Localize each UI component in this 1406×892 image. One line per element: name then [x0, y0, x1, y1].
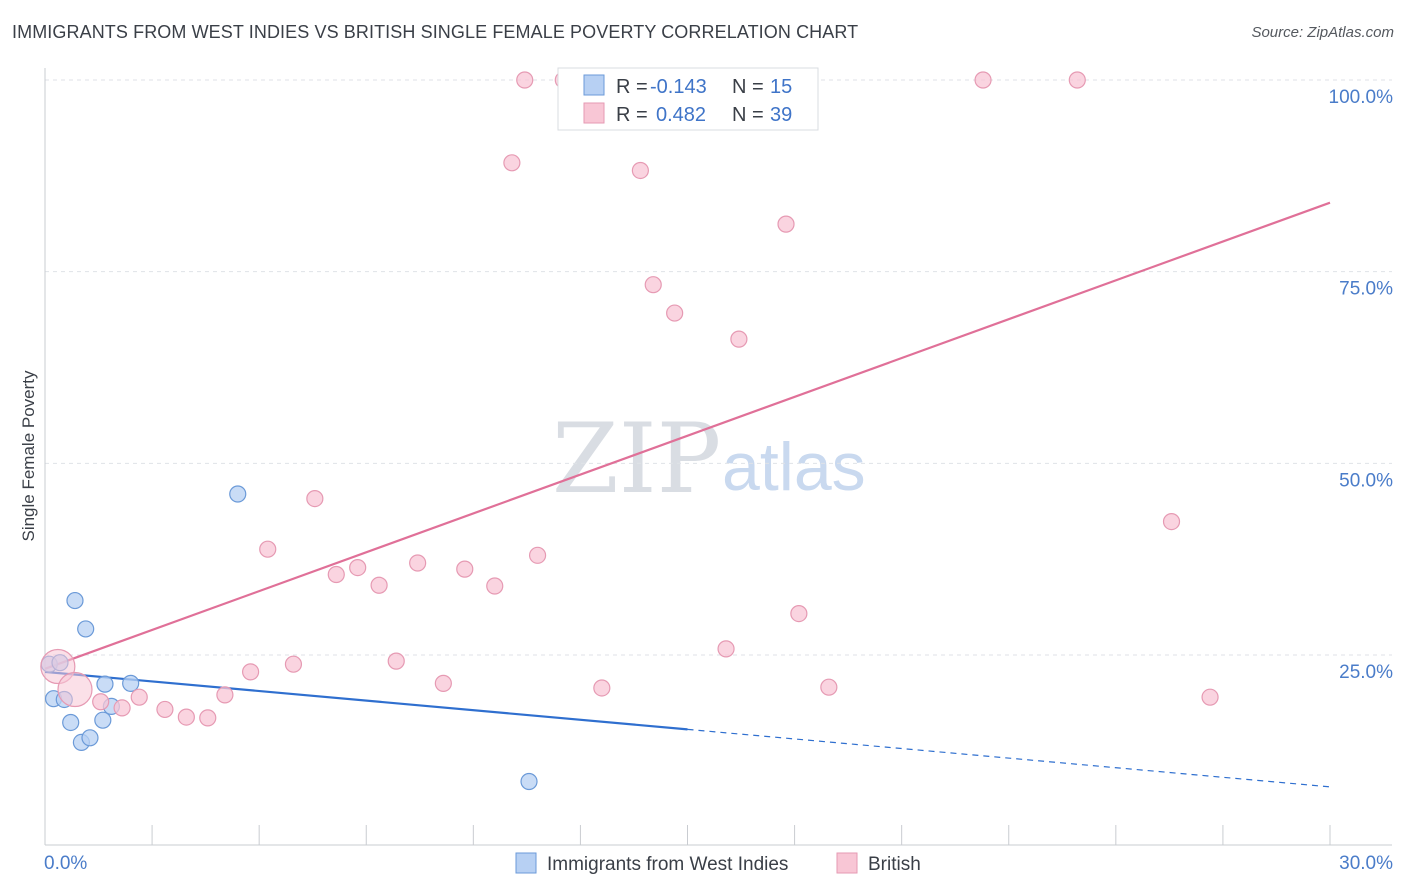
point-british-14: [349, 558, 367, 577]
watermark-atlas: atlas: [722, 429, 866, 505]
point-british-28: [644, 276, 662, 294]
y-tick-label-50: 50.0%: [1339, 470, 1393, 491]
point-british-7: [199, 709, 217, 727]
point-british-11: [284, 655, 303, 673]
correlation-legend: R = -0.143 N = 15 R = 0.482 N = 39: [557, 67, 819, 131]
point-west-indies-7: [77, 620, 95, 638]
point-british-20: [486, 577, 504, 595]
point-west-indies-14: [520, 772, 538, 791]
legend-n-value-1: 15: [770, 76, 792, 98]
point-british-33: [790, 604, 808, 623]
bottom-legend-label-west-indies: Immigrants from West Indies: [547, 854, 788, 875]
legend-swatch-west-indies: [583, 74, 605, 96]
axes: [44, 68, 1392, 846]
point-british-29: [666, 304, 684, 322]
trend-lines: [44, 201, 1331, 788]
trend-line-british: [44, 201, 1331, 670]
legend-n-value-2: 39: [770, 104, 792, 126]
trend-line-west-indies-extrapolated: [687, 728, 1331, 788]
point-british-17: [409, 554, 427, 572]
point-british-4: [130, 688, 148, 706]
legend-r-value-2: 0.482: [656, 104, 706, 126]
point-british-9: [242, 663, 260, 681]
y-tick-label-25: 25.0%: [1339, 662, 1393, 683]
point-british-18: [434, 674, 452, 692]
point-west-indies-8: [81, 729, 99, 747]
legend-n-label-2: N =: [732, 104, 764, 126]
y-tick-label-75: 75.0%: [1339, 279, 1393, 300]
point-west-indies-9: [94, 711, 112, 729]
point-british-15: [370, 576, 388, 594]
tick-labels: 25.0% 50.0% 75.0% 100.0% 0.0% 30.0%: [44, 87, 1393, 874]
point-british-21: [528, 546, 547, 564]
point-british-27: [631, 161, 649, 180]
legend-r-label-1: R =: [616, 76, 648, 98]
point-british-37: [1162, 512, 1181, 531]
bottom-legend-swatch-british: [836, 852, 858, 874]
point-british-16: [387, 652, 405, 670]
point-british-6: [177, 708, 195, 726]
point-west-indies-5: [66, 591, 84, 610]
point-west-indies-10: [96, 675, 114, 693]
point-british-1: [57, 671, 93, 708]
point-british-36: [1068, 71, 1086, 89]
legend-r-value-1: -0.143: [650, 76, 707, 98]
point-british-22: [503, 154, 521, 172]
legend-n-label-1: N =: [732, 76, 764, 98]
point-british-23: [516, 71, 534, 89]
point-west-indies-4: [62, 713, 80, 732]
gridlines: [45, 79, 1392, 656]
watermark-zip: ZIP: [552, 403, 721, 515]
bottom-legend-label-british: British: [868, 854, 921, 875]
point-british-3: [113, 699, 131, 717]
source-credit: Source: ZipAtlas.com: [1251, 24, 1394, 41]
point-british-26: [593, 679, 611, 697]
point-british-2: [92, 693, 110, 711]
legend-r-label-2: R =: [616, 104, 648, 126]
y-tick-label-100: 100.0%: [1329, 87, 1394, 108]
y-axis-title: Single Female Poverty: [19, 370, 38, 542]
chart-title: IMMIGRANTS FROM WEST INDIES VS BRITISH S…: [12, 22, 859, 42]
point-british-12: [306, 490, 324, 508]
point-british-38: [1201, 688, 1219, 706]
point-british-34: [820, 678, 838, 696]
point-british-19: [456, 560, 474, 578]
point-british-5: [156, 700, 174, 719]
trend-line-west-indies: [44, 670, 688, 731]
point-british-32: [777, 215, 795, 233]
point-british-10: [259, 540, 277, 558]
point-british-8: [216, 686, 234, 704]
point-british-31: [730, 330, 748, 348]
point-british-13: [327, 565, 345, 584]
point-british-35: [974, 71, 992, 89]
bottom-legend-swatch-west-indies: [515, 852, 537, 874]
series-legend: Immigrants from West Indies British: [515, 852, 921, 875]
x-tick-label-min: 0.0%: [44, 853, 87, 874]
x-tick-label-max: 30.0%: [1339, 853, 1393, 874]
point-west-indies-13: [229, 485, 247, 503]
point-west-indies-12: [122, 674, 140, 692]
legend-swatch-british: [583, 102, 605, 124]
point-british-30: [717, 640, 735, 658]
